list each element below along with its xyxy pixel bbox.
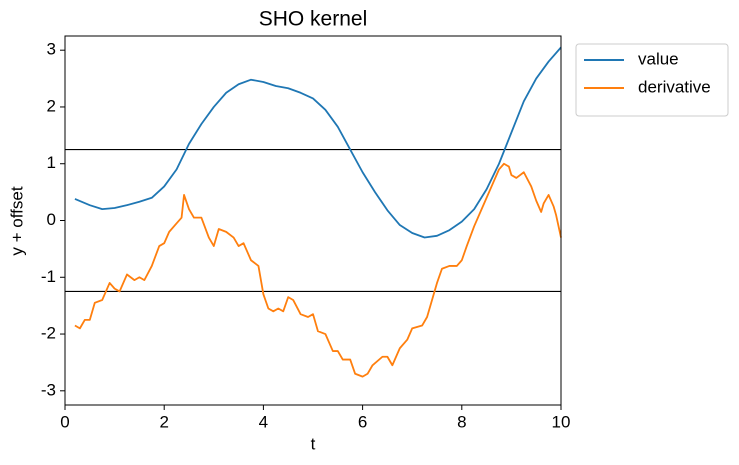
y-tick-label: 2 [47,96,56,115]
y-tick-label: 1 [47,153,56,172]
x-tick-label: 0 [60,412,69,431]
chart-title: SHO kernel [259,8,368,31]
x-axis-label: t [311,434,316,453]
plot-frame [64,35,562,406]
y-tick-label: 0 [47,210,56,229]
y-axis-label: y + offset [7,186,26,255]
x-tick-label: 10 [552,412,571,431]
legend-label: value [638,49,679,68]
data-line [74,162,562,378]
x-tick-label: 6 [358,412,367,431]
x-tick-label: 4 [259,412,268,431]
x-tick-label: 8 [457,412,466,431]
data-line [74,46,562,239]
y-tick-label: -1 [41,267,56,286]
y-tick-label: -3 [41,380,56,399]
y-tick-label: -2 [41,324,56,343]
y-tick-label: 3 [47,40,56,59]
legend-label: derivative [638,77,711,96]
legend-box [575,43,729,117]
x-tick-label: 2 [159,412,168,431]
